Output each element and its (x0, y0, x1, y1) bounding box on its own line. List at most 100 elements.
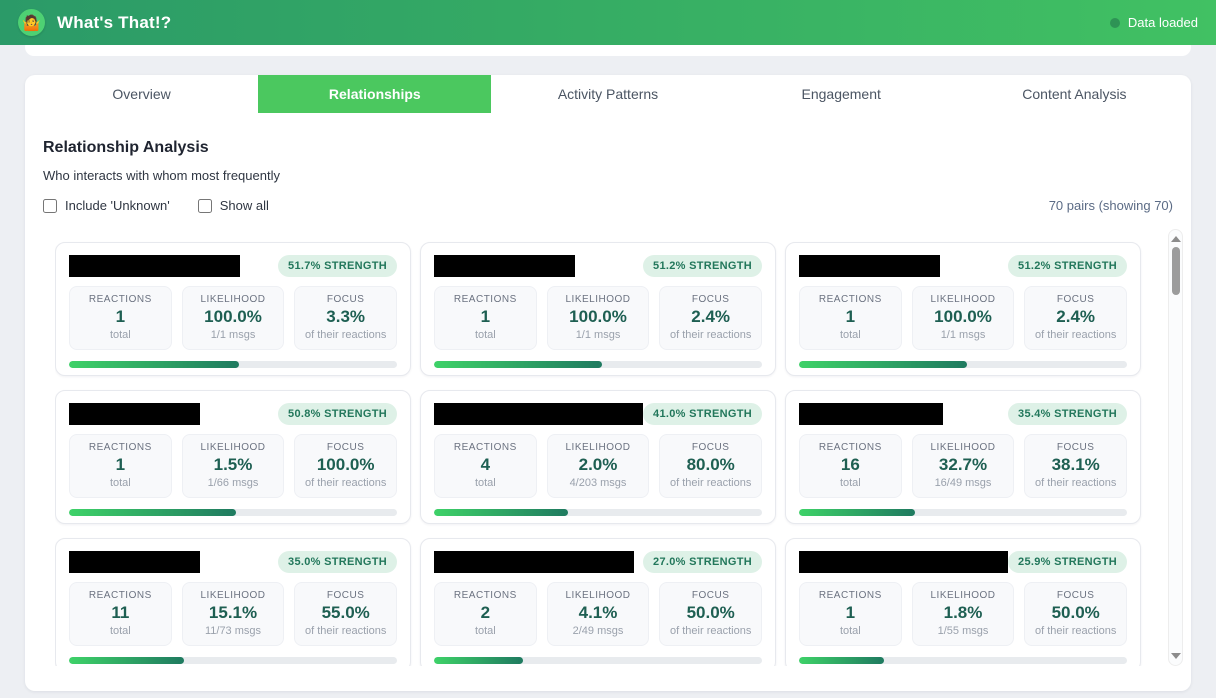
redacted-name-bar (69, 402, 201, 425)
likelihood-sub: 4/203 msgs (569, 477, 627, 489)
strength-progress-track (799, 361, 1127, 368)
likelihood-stat: LIKELIHOOD 100.0% 1/1 msgs (911, 286, 1015, 350)
reactions-label: REACTIONS (453, 294, 517, 305)
likelihood-stat: LIKELIHOOD 4.1% 2/49 msgs (546, 582, 650, 646)
tab-activity-patterns[interactable]: Activity Patterns (491, 75, 724, 113)
status-text: Data loaded (1127, 15, 1198, 30)
likelihood-value: 4.1% (578, 603, 618, 622)
reactions-label: REACTIONS (818, 442, 882, 453)
reactions-sub: total (474, 625, 496, 637)
main-panel: Overview Relationships Activity Patterns… (25, 75, 1191, 691)
status-dot-icon (1109, 17, 1120, 28)
reactions-label: REACTIONS (818, 590, 882, 601)
strength-badge: 51.2% STRENGTH (1008, 254, 1127, 277)
app-title: What's That!? (57, 12, 172, 32)
tab-bar: Overview Relationships Activity Patterns… (25, 75, 1191, 113)
relationship-card: 51.2% STRENGTH REACTIONS 1 total LIKELIH… (420, 242, 776, 376)
likelihood-sub: 16/49 msgs (934, 477, 992, 489)
likelihood-value: 2.0% (578, 455, 618, 474)
relationship-card: 35.0% STRENGTH REACTIONS 11 total LIKELI… (55, 538, 411, 666)
reactions-sub: total (839, 477, 861, 489)
focus-stat: FOCUS 3.3% of their reactions (294, 286, 398, 350)
relationship-card: 51.2% STRENGTH REACTIONS 1 total LIKELIH… (785, 242, 1141, 376)
focus-sub: of their reactions (305, 477, 387, 489)
redacted-name-bar (799, 550, 1009, 573)
show-all-checkbox-group[interactable]: Show all (197, 198, 269, 213)
likelihood-label: LIKELIHOOD (200, 590, 266, 601)
likelihood-stat: LIKELIHOOD 15.1% 11/73 msgs (181, 582, 285, 646)
tab-overview[interactable]: Overview (25, 75, 258, 113)
focus-value: 50.0% (1051, 603, 1100, 622)
likelihood-sub: 11/73 msgs (204, 625, 262, 637)
scrollbar[interactable] (1168, 229, 1183, 666)
reactions-value: 1 (480, 307, 491, 326)
likelihood-sub: 1/55 msgs (937, 625, 989, 637)
pair-count: 70 pairs (showing 70) (1048, 198, 1173, 213)
reactions-label: REACTIONS (818, 294, 882, 305)
strength-progress-fill (799, 657, 884, 664)
shrug-emoji-icon: 🤷 (22, 14, 41, 32)
include-unknown-checkbox[interactable] (43, 198, 57, 213)
focus-value: 100.0% (316, 455, 375, 474)
strength-progress-track (69, 509, 397, 516)
strength-progress-fill (69, 509, 236, 516)
reactions-stat: REACTIONS 1 total (69, 286, 172, 350)
reactions-value: 1 (845, 603, 856, 622)
scrollbar-thumb[interactable] (1171, 247, 1180, 295)
redacted-name-bar (434, 402, 644, 425)
reactions-stat: REACTIONS 1 total (799, 582, 902, 646)
likelihood-sub: 1/1 msgs (210, 329, 256, 341)
likelihood-value: 32.7% (938, 455, 988, 474)
focus-stat: FOCUS 100.0% of their reactions (294, 434, 398, 498)
likelihood-stat: LIKELIHOOD 2.0% 4/203 msgs (546, 434, 650, 498)
relationship-cards-scroll-area[interactable]: 51.7% STRENGTH REACTIONS 1 total LIKELIH… (55, 229, 1183, 666)
tab-content-analysis[interactable]: Content Analysis (958, 75, 1191, 113)
strength-badge: 41.0% STRENGTH (643, 402, 762, 425)
focus-label: FOCUS (1056, 590, 1095, 601)
reactions-value: 4 (480, 455, 491, 474)
strength-progress-fill (799, 509, 916, 516)
section-head: Relationship Analysis Who interacts with… (25, 139, 1191, 213)
focus-sub: of their reactions (670, 477, 752, 489)
focus-label: FOCUS (691, 442, 730, 453)
strength-progress-track (434, 509, 762, 516)
show-all-checkbox[interactable] (197, 198, 212, 213)
include-unknown-checkbox-group[interactable]: Include 'Unknown' (43, 198, 170, 213)
likelihood-stat: LIKELIHOOD 100.0% 1/1 msgs (181, 286, 285, 350)
focus-stat: FOCUS 50.0% of their reactions (659, 582, 763, 646)
likelihood-sub: 1/1 msgs (575, 329, 621, 341)
focus-sub: of their reactions (305, 625, 387, 637)
reactions-stat: REACTIONS 4 total (434, 434, 537, 498)
redacted-name-bar (799, 254, 941, 277)
focus-sub: of their reactions (1035, 329, 1117, 341)
scrollbar-down-arrow-icon[interactable] (1170, 653, 1181, 659)
tab-relationships[interactable]: Relationships (258, 75, 492, 113)
focus-label: FOCUS (326, 442, 365, 453)
show-all-label: Show all (219, 198, 269, 213)
likelihood-label: LIKELIHOOD (930, 294, 996, 305)
strength-progress-fill (799, 361, 967, 368)
likelihood-label: LIKELIHOOD (930, 442, 996, 453)
app-logo: 🤷 (18, 9, 45, 36)
reactions-value: 1 (845, 307, 856, 326)
reactions-stat: REACTIONS 11 total (69, 582, 172, 646)
redacted-name-bar (69, 550, 201, 573)
reactions-sub: total (109, 329, 131, 341)
strength-progress-fill (69, 657, 184, 664)
reactions-value: 11 (111, 603, 130, 622)
likelihood-stat: LIKELIHOOD 1.8% 1/55 msgs (911, 582, 1015, 646)
reactions-value: 16 (840, 455, 860, 474)
focus-value: 3.3% (326, 307, 366, 326)
section-title: Relationship Analysis (43, 139, 209, 156)
strength-progress-track (434, 361, 762, 368)
tab-engagement[interactable]: Engagement (725, 75, 958, 113)
likelihood-sub: 1/66 msgs (207, 477, 259, 489)
reactions-sub: total (839, 625, 861, 637)
relationship-card: 27.0% STRENGTH REACTIONS 2 total LIKELIH… (420, 538, 776, 666)
section-subtitle: Who interacts with whom most frequently (43, 168, 280, 183)
likelihood-sub: 1/1 msgs (940, 329, 986, 341)
app-header: 🤷 What's That!? Data loaded (0, 0, 1216, 45)
redacted-name-bar (69, 254, 240, 277)
strength-badge: 35.4% STRENGTH (1008, 402, 1127, 425)
scrollbar-up-arrow-icon[interactable] (1170, 236, 1181, 242)
